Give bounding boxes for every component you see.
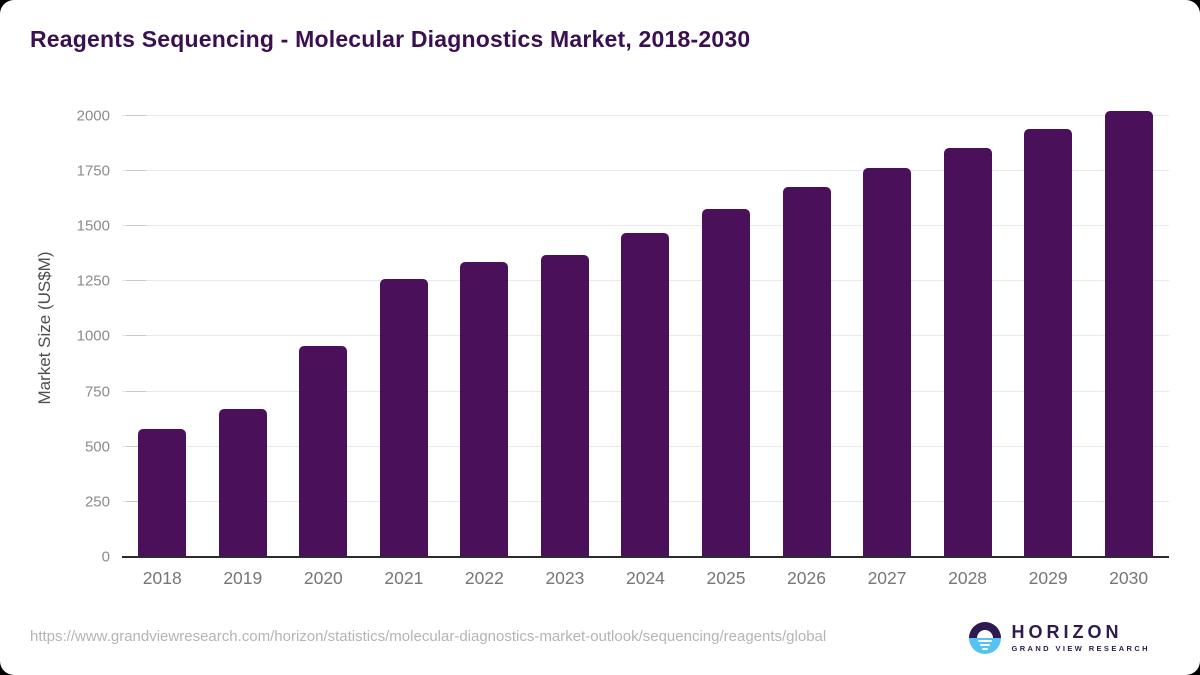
bar-band bbox=[605, 232, 686, 557]
bar-band bbox=[203, 409, 284, 557]
bar-2019 bbox=[218, 409, 267, 557]
bar-2022 bbox=[460, 262, 509, 557]
gridline bbox=[122, 114, 1169, 116]
horizon-sun-icon bbox=[969, 622, 1002, 654]
bar-2030 bbox=[1104, 111, 1153, 557]
y-tick-label: 1750 bbox=[76, 162, 110, 180]
bar-band bbox=[847, 167, 928, 557]
x-tick-label: 2024 bbox=[625, 568, 665, 588]
y-tick-mark bbox=[126, 169, 146, 171]
x-tick-label: 2019 bbox=[223, 568, 263, 588]
x-tick-label: 2029 bbox=[1028, 568, 1068, 588]
bar-2027 bbox=[863, 167, 912, 557]
gridline bbox=[122, 225, 1169, 227]
bar-2026 bbox=[782, 187, 831, 557]
y-tick-mark bbox=[126, 335, 146, 337]
bar-2023 bbox=[540, 254, 589, 557]
bar-band bbox=[686, 209, 767, 557]
y-tick-label: 1000 bbox=[76, 327, 110, 345]
y-tick-mark bbox=[126, 500, 146, 502]
bar-band bbox=[444, 262, 525, 557]
x-tick-label: 2020 bbox=[303, 568, 343, 588]
logo-text: HORIZON GRAND VIEW RESEARCH bbox=[1011, 623, 1150, 653]
x-tick-label: 2022 bbox=[464, 568, 504, 588]
y-axis-tick-labels: 0 250 500 750 1000 1250 1500 1750 2000 bbox=[0, 100, 110, 565]
y-tick-mark bbox=[126, 390, 146, 392]
x-tick-label: 2026 bbox=[787, 568, 826, 588]
y-tick-mark bbox=[126, 445, 146, 447]
logo-wordmark: HORIZON bbox=[1011, 622, 1123, 643]
y-tick-label: 1500 bbox=[76, 217, 110, 235]
x-axis-tick-labels: 2018 2019 2020 2021 2022 2023 2024 2025 2026 2027… bbox=[122, 568, 1169, 589]
x-tick-label: 2027 bbox=[867, 568, 907, 588]
y-tick-label: 500 bbox=[84, 438, 110, 456]
bar-band bbox=[122, 429, 203, 557]
y-tick-mark bbox=[126, 225, 146, 227]
x-tick-label: 2025 bbox=[706, 568, 746, 588]
bar-band bbox=[1088, 111, 1169, 557]
y-tick-mark bbox=[126, 114, 146, 116]
logo-subtitle: GRAND VIEW RESEARCH bbox=[1011, 643, 1150, 653]
bar-2020 bbox=[299, 346, 348, 557]
bar-2028 bbox=[943, 147, 992, 557]
page-title: Reagents Sequencing - Molecular Diagnost… bbox=[30, 26, 751, 52]
y-tick-label: 0 bbox=[101, 548, 110, 566]
x-tick-label: 2028 bbox=[948, 568, 988, 588]
bar-2029 bbox=[1024, 128, 1073, 557]
y-tick-label: 2000 bbox=[76, 107, 110, 125]
bar-2025 bbox=[701, 209, 750, 557]
x-tick-label: 2023 bbox=[545, 568, 585, 588]
x-tick-label: 2030 bbox=[1109, 568, 1149, 588]
bar-2018 bbox=[138, 429, 187, 557]
y-tick-label: 250 bbox=[84, 493, 110, 511]
bar-band bbox=[927, 147, 1008, 557]
bar-band bbox=[283, 346, 364, 557]
x-tick-label: 2021 bbox=[384, 568, 424, 588]
gridline bbox=[122, 169, 1169, 171]
bar-band bbox=[525, 254, 606, 557]
bar-2021 bbox=[379, 278, 428, 557]
y-tick-label: 1250 bbox=[76, 272, 110, 290]
source-url: https://www.grandviewresearch.com/horizo… bbox=[30, 628, 827, 645]
x-tick-label: 2018 bbox=[142, 568, 182, 588]
bar-band bbox=[364, 278, 445, 557]
bar-2024 bbox=[621, 232, 670, 557]
bar-band bbox=[1008, 128, 1089, 557]
y-tick-mark bbox=[126, 280, 146, 282]
x-axis-line bbox=[122, 556, 1169, 558]
bar-band bbox=[766, 187, 847, 557]
bar-series bbox=[122, 100, 1169, 557]
horizon-logo: HORIZON GRAND VIEW RESEARCH bbox=[969, 622, 1150, 654]
plot-area bbox=[122, 100, 1169, 558]
y-tick-label: 750 bbox=[84, 383, 110, 401]
